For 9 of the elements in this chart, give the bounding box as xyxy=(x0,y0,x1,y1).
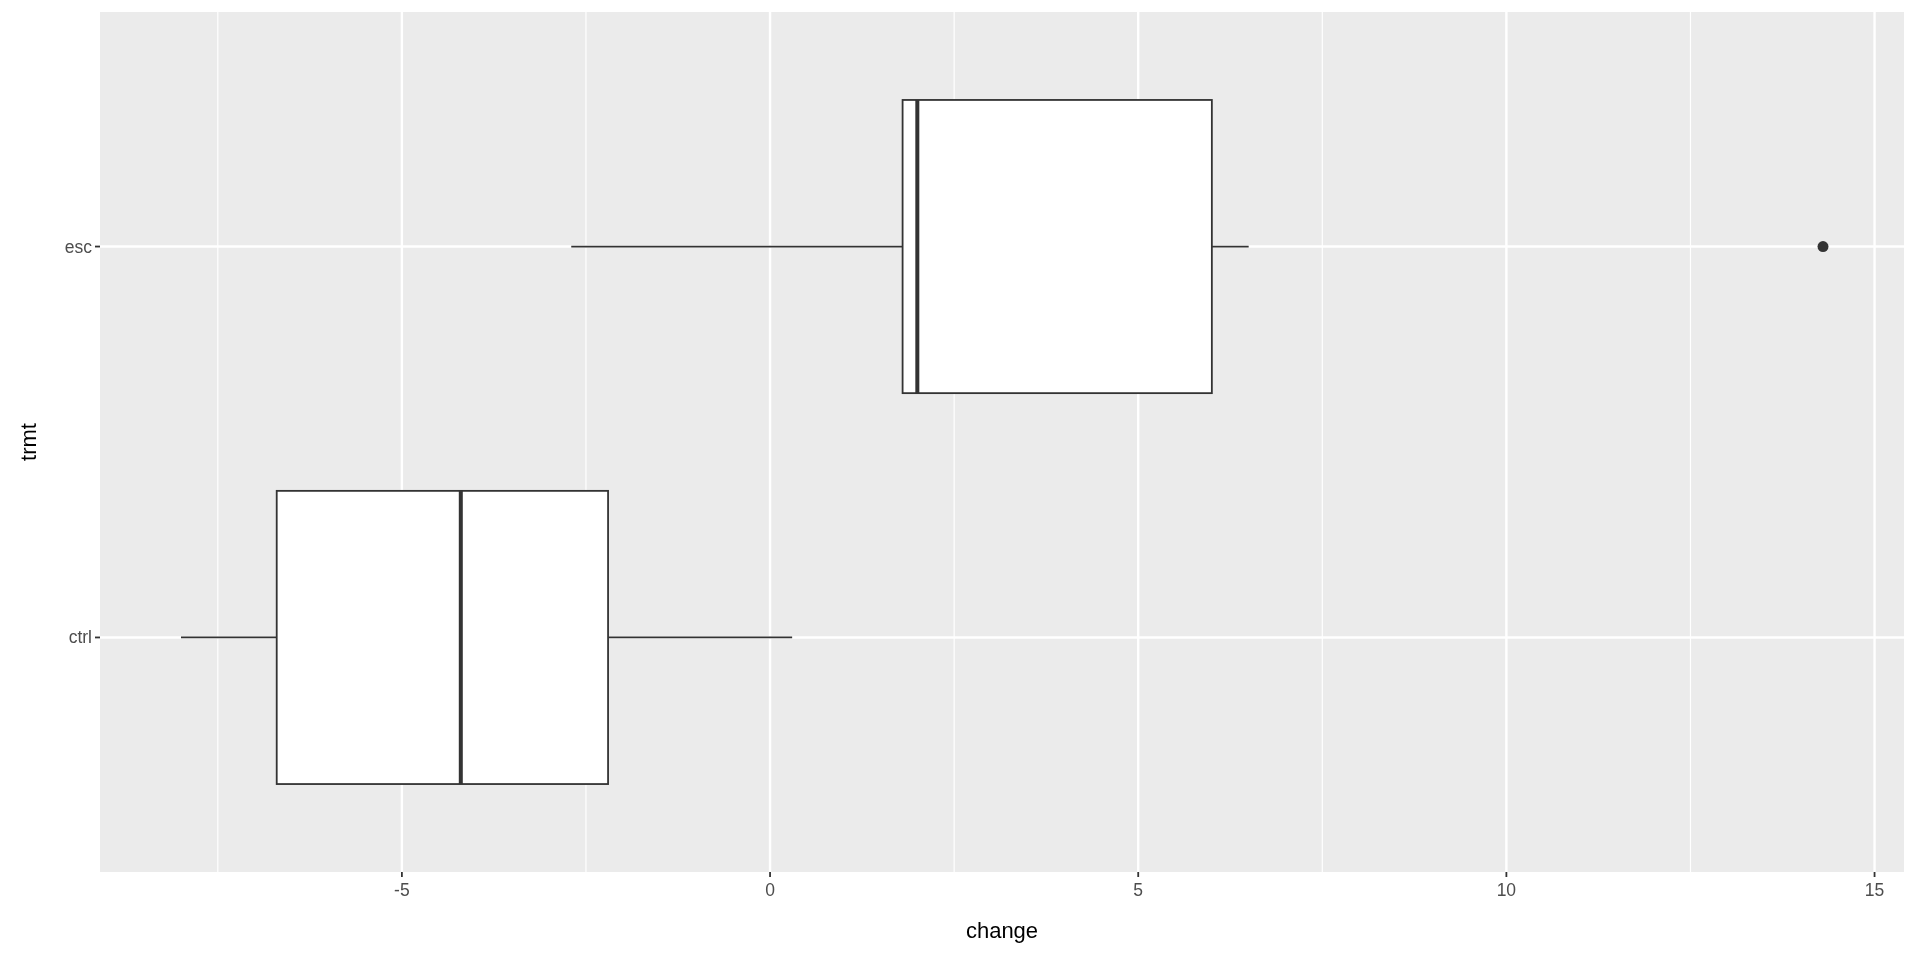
y-tick-label: esc xyxy=(64,236,93,257)
x-tick-label: 0 xyxy=(765,880,776,900)
x-tick-label: -5 xyxy=(394,880,410,900)
x-tick-label: 5 xyxy=(1133,880,1144,900)
y-tick-label: ctrl xyxy=(68,627,92,648)
x-tick-label: 10 xyxy=(1496,880,1517,900)
x-axis-title: change xyxy=(965,918,1039,943)
x-tick-label: 15 xyxy=(1864,880,1885,900)
y-axis-title: trmt xyxy=(16,423,41,461)
